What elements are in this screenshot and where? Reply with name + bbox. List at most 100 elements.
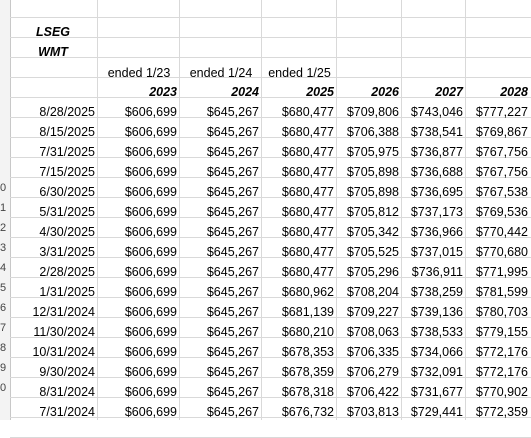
- value-cell[interactable]: $680,962: [281, 285, 334, 299]
- date-cell[interactable]: 6/30/2025: [39, 185, 95, 199]
- value-cell[interactable]: $645,267: [206, 145, 259, 159]
- value-cell[interactable]: $706,422: [346, 385, 399, 399]
- value-cell[interactable]: $606,699: [124, 305, 177, 319]
- value-cell[interactable]: $678,318: [281, 385, 334, 399]
- value-cell[interactable]: $780,703: [475, 305, 528, 319]
- value-cell[interactable]: $737,173: [410, 205, 463, 219]
- date-cell[interactable]: 11/30/2024: [33, 325, 95, 339]
- value-cell[interactable]: $708,063: [346, 325, 399, 339]
- value-cell[interactable]: $680,477: [281, 105, 334, 119]
- value-cell[interactable]: $680,477: [281, 245, 334, 259]
- value-cell[interactable]: $738,541: [410, 125, 463, 139]
- value-cell[interactable]: $770,680: [475, 245, 528, 259]
- value-cell[interactable]: $738,259: [410, 285, 463, 299]
- value-cell[interactable]: $645,267: [206, 345, 259, 359]
- value-cell[interactable]: $606,699: [124, 245, 177, 259]
- value-cell[interactable]: $708,204: [346, 285, 399, 299]
- value-cell[interactable]: $705,296: [346, 265, 399, 279]
- date-cell[interactable]: 2/28/2025: [39, 265, 95, 279]
- row-number[interactable]: 7: [0, 322, 7, 334]
- date-cell[interactable]: 8/31/2024: [39, 385, 95, 399]
- value-cell[interactable]: $606,699: [124, 205, 177, 219]
- date-cell[interactable]: 5/31/2025: [39, 205, 95, 219]
- date-cell[interactable]: 4/30/2025: [39, 225, 95, 239]
- value-cell[interactable]: $645,267: [206, 225, 259, 239]
- value-cell[interactable]: $772,176: [475, 365, 528, 379]
- value-cell[interactable]: $706,335: [346, 345, 399, 359]
- value-cell[interactable]: $606,699: [124, 385, 177, 399]
- value-cell[interactable]: $645,267: [206, 285, 259, 299]
- value-cell[interactable]: $729,441: [410, 405, 463, 419]
- value-cell[interactable]: $736,688: [410, 165, 463, 179]
- value-cell[interactable]: $770,442: [475, 225, 528, 239]
- date-cell[interactable]: 1/31/2025: [39, 285, 95, 299]
- value-cell[interactable]: $706,388: [346, 125, 399, 139]
- date-cell[interactable]: 9/30/2024: [39, 365, 95, 379]
- row-number[interactable]: 0: [0, 382, 7, 394]
- value-cell[interactable]: $705,342: [346, 225, 399, 239]
- value-cell[interactable]: $678,353: [281, 345, 334, 359]
- value-cell[interactable]: $606,699: [124, 185, 177, 199]
- value-cell[interactable]: $678,359: [281, 365, 334, 379]
- date-cell[interactable]: 7/15/2025: [39, 165, 95, 179]
- value-cell[interactable]: $645,267: [206, 245, 259, 259]
- value-cell[interactable]: $676,732: [281, 405, 334, 419]
- period-label[interactable]: ended 1/24: [189, 66, 253, 80]
- value-cell[interactable]: $645,267: [206, 325, 259, 339]
- row-number[interactable]: 5: [0, 282, 7, 294]
- value-cell[interactable]: $781,599: [475, 285, 528, 299]
- year-header[interactable]: 2025: [306, 85, 334, 99]
- value-cell[interactable]: $736,695: [410, 185, 463, 199]
- value-cell[interactable]: $705,898: [346, 165, 399, 179]
- value-cell[interactable]: $769,536: [475, 205, 528, 219]
- value-cell[interactable]: $737,015: [410, 245, 463, 259]
- value-cell[interactable]: $606,699: [124, 165, 177, 179]
- year-header[interactable]: 2027: [435, 85, 463, 99]
- date-cell[interactable]: 7/31/2025: [39, 145, 95, 159]
- value-cell[interactable]: $645,267: [206, 185, 259, 199]
- year-header[interactable]: 2023: [149, 85, 177, 99]
- value-cell[interactable]: $731,677: [410, 385, 463, 399]
- value-cell[interactable]: $736,877: [410, 145, 463, 159]
- value-cell[interactable]: $705,525: [346, 245, 399, 259]
- value-cell[interactable]: $645,267: [206, 125, 259, 139]
- date-cell[interactable]: 8/28/2025: [39, 105, 95, 119]
- value-cell[interactable]: $734,066: [410, 345, 463, 359]
- value-cell[interactable]: $767,538: [475, 185, 528, 199]
- value-cell[interactable]: $606,699: [124, 405, 177, 419]
- value-cell[interactable]: $680,477: [281, 225, 334, 239]
- value-cell[interactable]: $645,267: [206, 365, 259, 379]
- value-cell[interactable]: $680,477: [281, 145, 334, 159]
- row-number[interactable]: [0, 78, 10, 98]
- value-cell[interactable]: $680,477: [281, 205, 334, 219]
- period-label[interactable]: ended 1/23: [107, 66, 171, 80]
- row-number[interactable]: 3: [0, 242, 7, 254]
- value-cell[interactable]: $645,267: [206, 405, 259, 419]
- value-cell[interactable]: $739,136: [410, 305, 463, 319]
- value-cell[interactable]: $645,267: [206, 165, 259, 179]
- row-number[interactable]: 4: [0, 262, 7, 274]
- value-cell[interactable]: $606,699: [124, 125, 177, 139]
- year-header[interactable]: 2028: [500, 85, 528, 99]
- value-cell[interactable]: $606,699: [124, 325, 177, 339]
- value-cell[interactable]: $767,756: [475, 165, 528, 179]
- value-cell[interactable]: $680,210: [281, 325, 334, 339]
- value-cell[interactable]: $645,267: [206, 205, 259, 219]
- row-number[interactable]: [0, 118, 10, 138]
- value-cell[interactable]: $681,139: [281, 305, 334, 319]
- value-cell[interactable]: $767,756: [475, 145, 528, 159]
- value-cell[interactable]: $743,046: [410, 105, 463, 119]
- value-cell[interactable]: $645,267: [206, 265, 259, 279]
- value-cell[interactable]: $709,227: [346, 305, 399, 319]
- value-cell[interactable]: $705,812: [346, 205, 399, 219]
- value-cell[interactable]: $705,975: [346, 145, 399, 159]
- row-number[interactable]: 0: [0, 182, 7, 194]
- value-cell[interactable]: $705,898: [346, 185, 399, 199]
- value-cell[interactable]: $769,867: [475, 125, 528, 139]
- date-cell[interactable]: 12/31/2024: [32, 305, 95, 319]
- row-number[interactable]: 1: [0, 202, 7, 214]
- value-cell[interactable]: $706,279: [346, 365, 399, 379]
- value-cell[interactable]: $680,477: [281, 165, 334, 179]
- value-cell[interactable]: $736,911: [411, 265, 463, 279]
